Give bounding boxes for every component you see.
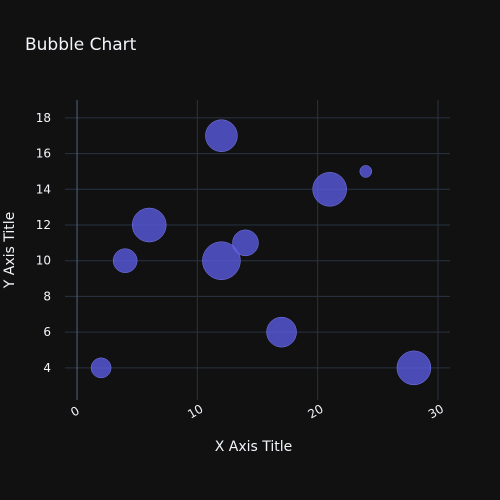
y-tick-label: 16 (36, 147, 51, 161)
bubble-point[interactable] (205, 119, 238, 152)
y-tick-label: 6 (43, 325, 51, 339)
bubble-point[interactable] (232, 229, 259, 257)
y-tick-labels: 4 6 8 10 12 14 16 18 (36, 111, 51, 375)
y-tick-label: 10 (36, 254, 51, 268)
bubble-point[interactable] (359, 165, 373, 178)
x-tick-label: 10 (185, 402, 205, 422)
bubble-point[interactable] (266, 316, 297, 348)
y-tick-label: 14 (36, 182, 51, 196)
x-axis-title: X Axis Title (215, 439, 293, 455)
chart-title: Bubble Chart (25, 35, 137, 55)
bubble-point[interactable] (112, 248, 138, 273)
x-tick-label: 30 (426, 402, 446, 422)
bubble-point[interactable] (131, 207, 167, 243)
bubble-point[interactable] (312, 172, 347, 207)
y-tick-label: 12 (36, 218, 51, 232)
bubble-point[interactable] (90, 357, 112, 379)
y-tick-label: 18 (36, 111, 51, 125)
y-tick-label: 4 (43, 361, 51, 375)
bubble-series (90, 119, 432, 386)
x-tick-label: 20 (306, 402, 326, 422)
y-tick-label: 8 (43, 289, 51, 303)
bubble-point[interactable] (396, 350, 432, 386)
bubble-point[interactable] (202, 241, 241, 280)
grid-lines (65, 100, 450, 400)
y-axis-title: Y Axis Title (2, 212, 18, 290)
